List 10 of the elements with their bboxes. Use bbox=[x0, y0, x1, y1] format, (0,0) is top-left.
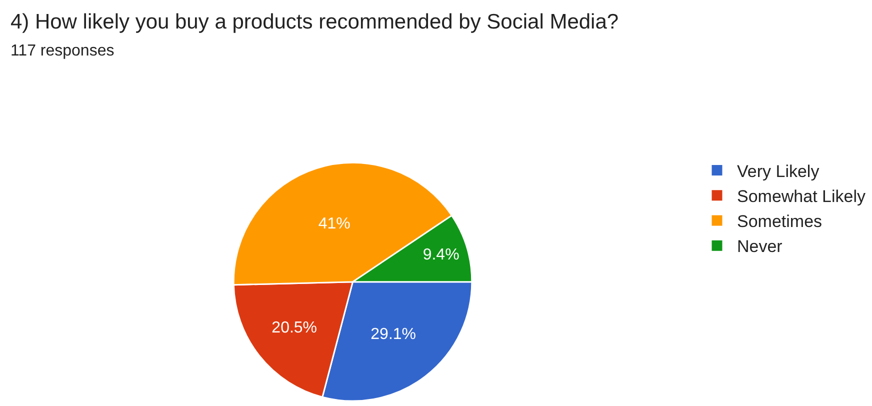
legend-label: Never bbox=[737, 237, 783, 256]
data-label: 20.5% bbox=[272, 320, 318, 337]
data-label: 41% bbox=[318, 215, 350, 232]
text: 117 responses bbox=[10, 42, 114, 60]
data-label: 29.1% bbox=[370, 326, 416, 344]
legend-label: Sometimes bbox=[737, 212, 822, 232]
legend-label: Somewhat Likely bbox=[737, 187, 866, 206]
chart-title: 4) How likely you buy a products recommended by Social Media? bbox=[10, 10, 619, 34]
data-label: 9.4% bbox=[422, 246, 460, 264]
legend-label: Very Likely bbox=[737, 162, 820, 181]
